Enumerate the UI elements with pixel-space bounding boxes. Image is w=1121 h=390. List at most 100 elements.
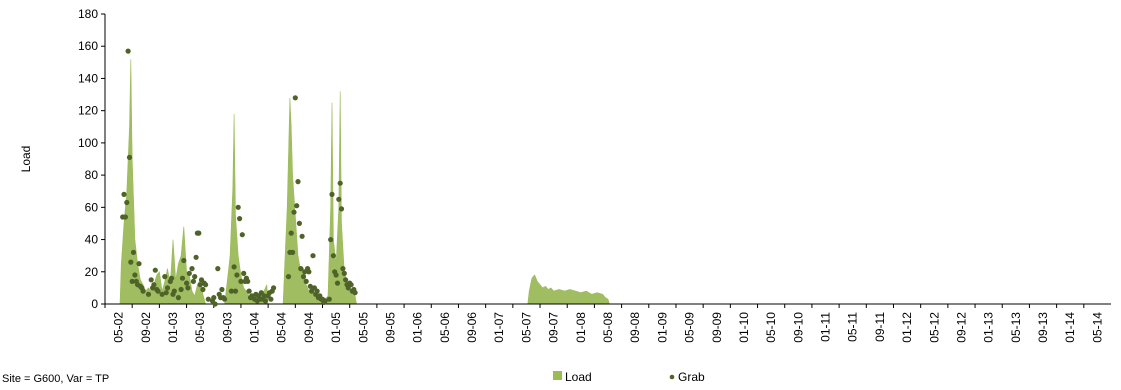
y-tick-label: 120 bbox=[78, 104, 98, 118]
grab-point bbox=[190, 278, 196, 284]
y-tick-label: 0 bbox=[91, 297, 98, 311]
grab-point bbox=[291, 209, 297, 215]
grab-point bbox=[193, 254, 199, 260]
grab-point bbox=[241, 270, 247, 276]
grab-point bbox=[352, 290, 358, 296]
grab-point bbox=[340, 266, 346, 272]
grab-point bbox=[314, 288, 320, 294]
plot-area: 0 20 40 60 80 100 120 140 160 180 05-02 09-02 01-03 0… bbox=[78, 7, 1111, 343]
grab-point bbox=[179, 275, 186, 281]
grab-point bbox=[245, 278, 251, 284]
grab-point bbox=[330, 253, 336, 259]
y-axis-title: Load bbox=[19, 146, 33, 173]
x-tick-label: 01-10 bbox=[737, 312, 751, 343]
grab-point bbox=[197, 282, 203, 288]
grab-point bbox=[343, 277, 349, 283]
grab-point bbox=[125, 48, 131, 54]
legend-grab-label: Grab bbox=[678, 370, 705, 384]
grab-point bbox=[228, 288, 234, 294]
grab-point bbox=[328, 237, 334, 243]
y-tick-label: 20 bbox=[85, 265, 99, 279]
grab-point bbox=[196, 230, 202, 236]
grab-point bbox=[185, 285, 191, 291]
x-tick-label: 09-07 bbox=[547, 312, 561, 343]
x-tick-label: 05-07 bbox=[519, 312, 533, 343]
y-tick-label: 60 bbox=[85, 200, 99, 214]
x-tick-label: 05-11 bbox=[846, 312, 860, 342]
grab-point bbox=[219, 286, 225, 293]
grab-point bbox=[130, 249, 137, 255]
x-tick-label: 05-12 bbox=[927, 312, 941, 343]
y-tick-label: 80 bbox=[85, 168, 99, 182]
grab-point bbox=[122, 214, 128, 220]
grab-point bbox=[175, 295, 181, 301]
grab-point bbox=[306, 269, 312, 275]
grab-point bbox=[212, 301, 218, 307]
grab-point bbox=[300, 274, 307, 280]
grab-point bbox=[148, 277, 154, 283]
x-tick-label: 05-13 bbox=[1009, 312, 1023, 343]
grab-point bbox=[237, 216, 243, 222]
grab-point bbox=[136, 261, 142, 267]
grab-point bbox=[151, 282, 157, 288]
y-tick-label: 140 bbox=[78, 71, 98, 85]
grab-point bbox=[261, 293, 267, 299]
grab-point bbox=[268, 296, 274, 302]
legend: Load Grab bbox=[553, 370, 705, 384]
grab-point bbox=[163, 290, 169, 296]
grab-point bbox=[178, 286, 184, 293]
x-tick-label: 09-04 bbox=[302, 312, 316, 343]
grab-point bbox=[231, 264, 237, 270]
load-area-segment bbox=[224, 113, 269, 305]
x-tick-label: 09-05 bbox=[383, 312, 397, 343]
load-area-segment bbox=[119, 59, 206, 305]
grab-point bbox=[184, 280, 190, 286]
grab-point bbox=[159, 291, 165, 297]
grab-point bbox=[234, 272, 240, 278]
x-tick-label: 05-09 bbox=[683, 312, 697, 343]
x-tick-label: 09-09 bbox=[710, 312, 724, 343]
legend-grab-swatch bbox=[669, 374, 675, 380]
grab-point bbox=[285, 274, 292, 280]
x-tick-label: 09-10 bbox=[791, 312, 805, 343]
x-tick-label: 09-08 bbox=[628, 312, 642, 343]
x-tick-label: 05-02 bbox=[112, 312, 126, 343]
grab-point bbox=[310, 253, 316, 259]
grab-point bbox=[288, 230, 294, 236]
x-tick-label: 01-07 bbox=[492, 312, 506, 343]
grab-point bbox=[326, 296, 332, 302]
x-tick-label: 09-02 bbox=[139, 312, 153, 343]
x-tick-label: 01-13 bbox=[982, 312, 996, 343]
grab-point bbox=[292, 95, 298, 101]
grab-point bbox=[235, 204, 241, 210]
footer-text: Site = G600, Var = TP bbox=[2, 373, 109, 385]
grab-point bbox=[129, 278, 135, 284]
grab-point bbox=[181, 257, 187, 264]
x-tick-label: 01-06 bbox=[411, 312, 425, 343]
x-tick-label: 05-14 bbox=[1090, 312, 1104, 343]
grab-point bbox=[329, 191, 335, 197]
x-tick-label: 01-09 bbox=[655, 312, 669, 343]
grab-point bbox=[155, 288, 161, 294]
grab-point bbox=[121, 191, 127, 197]
grab-point bbox=[128, 259, 134, 265]
x-tick-label: 05-03 bbox=[193, 312, 207, 343]
grab-point bbox=[336, 196, 342, 202]
grab-point bbox=[238, 278, 244, 284]
grab-point bbox=[262, 298, 268, 304]
grab-point bbox=[294, 203, 300, 209]
grab-point bbox=[211, 295, 217, 301]
grab-point bbox=[162, 274, 168, 280]
grab-point bbox=[246, 288, 252, 294]
grab-point bbox=[222, 296, 228, 302]
x-tick-label: 09-11 bbox=[873, 312, 887, 342]
grab-point bbox=[200, 286, 206, 293]
y-tick-label: 180 bbox=[78, 7, 98, 21]
grab-point bbox=[341, 270, 347, 276]
grab-point bbox=[164, 285, 171, 291]
x-tick-label: 01-05 bbox=[329, 312, 343, 343]
x-tick-label: 09-03 bbox=[220, 312, 234, 343]
grab-point bbox=[169, 275, 175, 281]
grab-point bbox=[126, 154, 133, 160]
y-tick-label: 40 bbox=[85, 233, 99, 247]
